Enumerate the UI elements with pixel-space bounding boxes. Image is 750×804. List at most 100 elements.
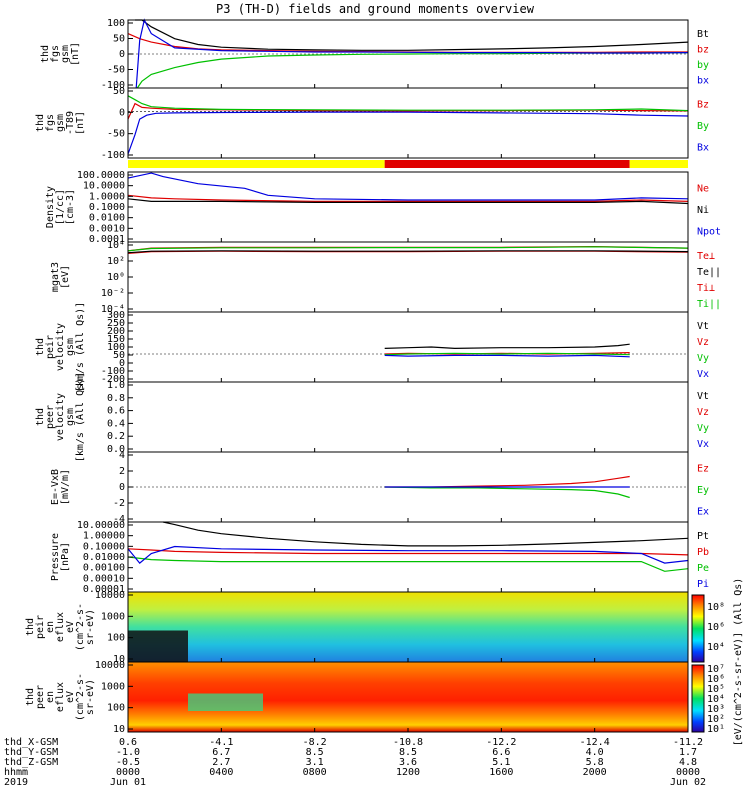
y-tick-label: 10	[113, 654, 125, 665]
y-tick-label: 10000	[95, 590, 125, 601]
ion-spectrogram-gap	[128, 630, 188, 662]
y-tick-label: 0.00010	[83, 573, 125, 584]
y-tick-label: 0.00100	[83, 563, 125, 574]
y-label-line: thd	[25, 618, 36, 636]
y-tick-label: 50	[113, 34, 125, 45]
electron-colorbar-tick: 10¹	[707, 724, 725, 735]
x-axis-value: 5.1	[492, 757, 510, 768]
panel-frame	[127, 241, 689, 313]
legend-density-2: Npot	[697, 226, 721, 237]
legend-peer_velocity-3: Vx	[697, 439, 709, 450]
panel-fgs_gsm: 100 50 0 -50 -100 thd fgs gsm [nT] Bt bz by bx	[40, 18, 709, 91]
series-density-1	[127, 198, 689, 205]
y-label-line: eV	[65, 691, 76, 703]
series-peir_velocity-0	[384, 343, 630, 350]
x-axis-value: -8.2	[303, 737, 327, 748]
x-axis-row-label: thd_Z-GSM	[4, 757, 58, 768]
y-label-line: velocity	[55, 393, 66, 441]
y-tick-label: 0.01000	[83, 552, 125, 563]
x-axis-value: -12.4	[580, 737, 610, 748]
ion-spectrogram	[128, 592, 688, 662]
y-label-line: peer	[45, 405, 56, 429]
legend-fgs_gsm-3: bx	[697, 75, 709, 86]
x-axis-value: -10.8	[393, 737, 423, 748]
series-efield-0	[384, 475, 630, 488]
legend-temperature-1: Te||	[697, 267, 721, 278]
panel-pressure: 10.000001.000000.100000.010000.001000.00…	[50, 520, 709, 595]
x-axis-value: -12.2	[486, 737, 516, 748]
y-label-line: -T89	[65, 111, 76, 135]
y-label: thd peer velocity gsm [km/s (All Qs)]	[35, 372, 86, 462]
legend-temperature-0: Te⊥	[697, 251, 715, 262]
electron-colorbar-tick: 10²	[707, 714, 725, 725]
legend-density-1: Ni	[697, 205, 709, 216]
panel-peer_velocity: 1.0 0.8 0.60.4 0.2 0.0 thd peer velocity gsm [km/…	[35, 372, 709, 462]
y-tick-label: 100	[107, 703, 125, 714]
y-label-line: fgs	[50, 45, 61, 63]
x-axis-value: 2000	[583, 767, 607, 778]
y-tick-label: -100	[101, 150, 125, 161]
y-label-line: Pressure	[50, 533, 61, 581]
y-label-line: (cm^2-s-	[75, 673, 86, 721]
x-axis-value: -1.0	[116, 747, 140, 758]
y-label: mgat3 [eV]	[50, 262, 71, 292]
x-axis-value: 0.6	[119, 737, 137, 748]
y-tick-label: -50	[107, 129, 125, 140]
series-density-0	[127, 194, 689, 202]
legend-peir_velocity-3: Vx	[697, 369, 709, 380]
x-axis-value: 1.7	[679, 747, 697, 758]
legend-fgs_gsm_t89-1: By	[697, 121, 709, 132]
y-tick-label: -100	[101, 80, 125, 91]
legend-fgs_gsm_t89-0: Bz	[697, 100, 709, 111]
series-peir_velocity-2	[384, 352, 630, 356]
y-tick-label: -200	[101, 374, 125, 385]
x-axis-value: 1200	[396, 767, 420, 778]
legend-pressure-0: Pt	[697, 531, 709, 542]
panel-peer_spec: 10000 1000 100 10 thd peer en eflux eV (cm^2-s-sr…	[25, 660, 689, 735]
y-label: thd fgs gsm -T89 [nT]	[35, 111, 86, 135]
x-axis-value: -0.5	[116, 757, 140, 768]
y-label: E=-VxB [mV/m]	[50, 469, 71, 505]
x-axis-value: 4.8	[679, 757, 697, 768]
y-tick-label: 10	[113, 724, 125, 735]
y-label-line: thd	[25, 688, 36, 706]
y-tick-label: 0.0	[107, 444, 125, 455]
y-tick-label: -100	[101, 366, 125, 377]
y-tick-label: 100.0000	[77, 170, 125, 181]
y-tick-label: 1000	[101, 611, 125, 622]
x-axis-value: Jun 02	[670, 777, 706, 788]
y-tick-label: 0.0001	[89, 234, 125, 245]
legend-peer_velocity-0: Vt	[697, 391, 709, 402]
series-peir_velocity-1	[384, 352, 630, 355]
panel-peir_spec: 10000 1000 100 10 thd peir en eflux eV (cm^2-s-sr…	[25, 590, 689, 665]
series-pressure-2	[127, 556, 689, 572]
panel-efield: 4 2 0 -2 -4 E=-VxB [mV/m] Ez Ey Ex	[50, 450, 709, 525]
legend-fgs_gsm_t89-2: Bx	[697, 142, 709, 153]
mode-bar-segment-2	[629, 160, 688, 168]
series-peir_velocity-3	[384, 354, 630, 358]
y-tick-label: 50	[113, 350, 125, 361]
legend-peir_velocity-0: Vt	[697, 321, 709, 332]
y-label: Pressure [nPa]	[50, 533, 71, 581]
y-tick-label: 0	[119, 358, 125, 369]
plot-title: P3 (TH-D) fields and ground moments over…	[216, 2, 535, 16]
y-tick-label: 200	[107, 326, 125, 337]
x-axis-value: -11.2	[673, 737, 703, 748]
ion-colorbar-tick: 10⁸	[707, 602, 725, 613]
y-label: thd fgs gsm [nT]	[40, 42, 81, 66]
y-label-line: eflux	[55, 682, 66, 712]
x-axis-row-label: thd_X-GSM	[4, 737, 58, 748]
y-tick-label: 0.2	[107, 431, 125, 442]
y-label-line: (cm^2-s-	[75, 603, 86, 651]
x-axis-value: 0000	[676, 767, 700, 778]
x-axis-value: 6.7	[212, 747, 230, 758]
y-tick-label: 0.10000	[83, 541, 125, 552]
y-label-line: [mV/m]	[60, 469, 71, 505]
y-tick-label: 10.00000	[77, 520, 125, 531]
legend-temperature-3: Ti||	[697, 299, 721, 310]
y-label-line: peir	[35, 615, 46, 639]
panel-frame	[127, 381, 689, 453]
y-tick-label: 250	[107, 318, 125, 329]
